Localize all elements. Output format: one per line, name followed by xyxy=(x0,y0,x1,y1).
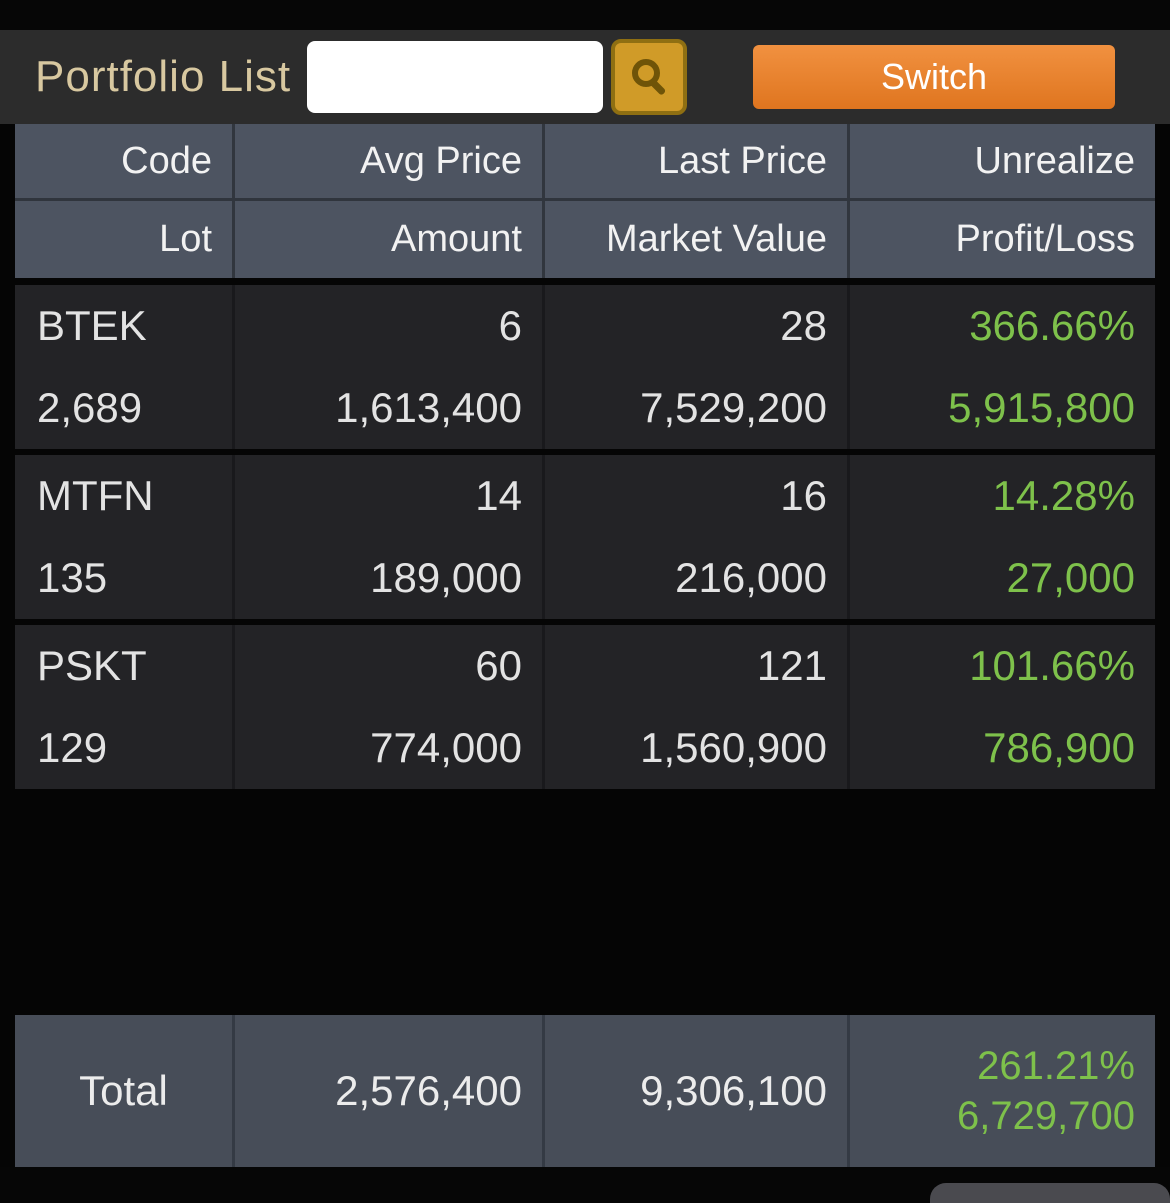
switch-button[interactable]: Switch xyxy=(753,45,1115,109)
total-profit-loss: 6,729,700 xyxy=(957,1094,1135,1138)
cell-code: MTFN xyxy=(15,455,235,537)
cell-profit-loss: 786,900 xyxy=(983,724,1135,771)
cell-unrealize: 101.66% xyxy=(969,642,1135,689)
cell-amount: 774,000 xyxy=(235,707,545,789)
col-header-market-value: Market Value xyxy=(545,201,850,278)
col-header-avg-price: Avg Price xyxy=(235,124,545,198)
cell-lot: 2,689 xyxy=(15,367,235,449)
col-header-code: Code xyxy=(15,124,235,198)
cell-amount: 1,613,400 xyxy=(235,367,545,449)
cell-profit-loss: 5,915,800 xyxy=(948,384,1135,431)
page-title: Portfolio List xyxy=(35,52,292,101)
col-header-profit-loss: Profit/Loss xyxy=(955,218,1135,260)
bottom-bar-button[interactable] xyxy=(930,1183,1170,1203)
cell-lot: 129 xyxy=(15,707,235,789)
cell-last-price: 121 xyxy=(545,625,850,707)
cell-avg-price: 6 xyxy=(235,285,545,367)
cell-last-price: 16 xyxy=(545,455,850,537)
total-label: Total xyxy=(15,1015,235,1167)
cell-avg-price: 60 xyxy=(235,625,545,707)
cell-unrealize: 14.28% xyxy=(992,472,1135,519)
cell-profit-loss: 27,000 xyxy=(1006,554,1135,601)
cell-market-value: 7,529,200 xyxy=(545,367,850,449)
cell-unrealize: 366.66% xyxy=(969,302,1135,349)
table-row[interactable]: MTFN 14 16 14.28% 135 189,000 216,000 27… xyxy=(15,455,1155,619)
search-button[interactable] xyxy=(611,39,688,115)
header-bar: Portfolio List Switch xyxy=(0,30,1170,124)
cell-avg-price: 14 xyxy=(235,455,545,537)
top-strip xyxy=(0,0,1170,30)
total-row: Total 2,576,400 9,306,100 261.21% 6,729,… xyxy=(15,1015,1155,1167)
cell-market-value: 216,000 xyxy=(545,537,850,619)
cell-market-value: 1,560,900 xyxy=(545,707,850,789)
col-header-amount: Amount xyxy=(235,201,545,278)
col-header-lot: Lot xyxy=(15,201,235,278)
table-header-row-2: Lot Amount Market Value Profit/Loss xyxy=(15,201,1155,278)
cell-code: BTEK xyxy=(15,285,235,367)
cell-lot: 135 xyxy=(15,537,235,619)
portfolio-table: Code Avg Price Last Price Unrealize Lot … xyxy=(15,124,1155,1167)
total-market-value: 9,306,100 xyxy=(545,1015,850,1167)
cell-amount: 189,000 xyxy=(235,537,545,619)
cell-last-price: 28 xyxy=(545,285,850,367)
col-header-last-price: Last Price xyxy=(545,124,850,198)
col-header-unrealize: Unrealize xyxy=(974,139,1135,182)
total-unrealize: 261.21% 6,729,700 xyxy=(850,1015,1155,1167)
search-icon xyxy=(632,59,661,87)
cell-code: PSKT xyxy=(15,625,235,707)
total-amount: 2,576,400 xyxy=(235,1015,545,1167)
table-header-row-1: Code Avg Price Last Price Unrealize xyxy=(15,124,1155,201)
search-input[interactable] xyxy=(307,41,604,113)
table-row[interactable]: BTEK 6 28 366.66% 2,689 1,613,400 7,529,… xyxy=(15,285,1155,449)
bottom-strip xyxy=(0,1167,1170,1203)
total-unrealize-pct: 261.21% xyxy=(977,1044,1135,1088)
table-row[interactable]: PSKT 60 121 101.66% 129 774,000 1,560,90… xyxy=(15,625,1155,789)
